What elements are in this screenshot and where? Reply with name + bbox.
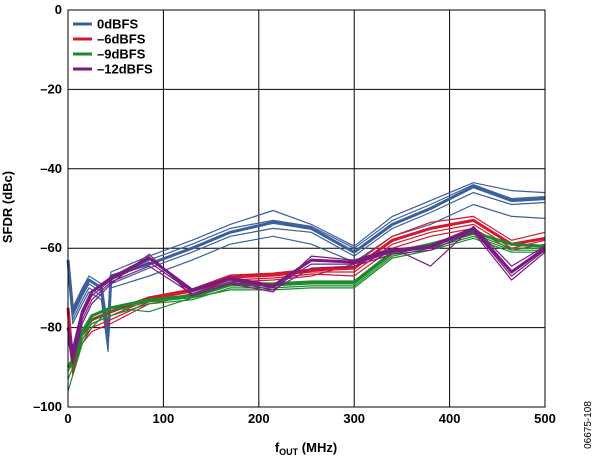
series-trace bbox=[66, 226, 546, 353]
y-axis-title: SFDR (dBc) bbox=[0, 171, 15, 243]
series-trace bbox=[67, 227, 546, 372]
series-9dbfs bbox=[66, 230, 546, 392]
plot-frame bbox=[67, 9, 546, 408]
x-axis-title-main: f bbox=[275, 440, 280, 455]
series-lines bbox=[66, 182, 546, 392]
x-tick-label: 300 bbox=[343, 411, 365, 426]
x-tick-label: 400 bbox=[439, 411, 461, 426]
y-tick-label: –100 bbox=[33, 399, 62, 414]
x-axis-title: fOUT (MHz) bbox=[275, 440, 337, 457]
x-tick-label: 500 bbox=[534, 411, 556, 426]
y-tick-labels: 0 –20 –40 –60 –80 –100 bbox=[33, 2, 62, 414]
y-tick-label: –20 bbox=[40, 81, 62, 96]
series-0dbfs bbox=[66, 182, 546, 352]
series-trace bbox=[67, 237, 545, 392]
legend-label: 0dBFS bbox=[97, 17, 139, 32]
x-axis-title-unit: (MHz) bbox=[298, 440, 337, 455]
series-trace bbox=[67, 225, 546, 364]
legend-label: –6dBFS bbox=[97, 32, 146, 47]
series-trace bbox=[67, 184, 546, 341]
x-tick-label: 100 bbox=[153, 411, 175, 426]
series-trace bbox=[67, 192, 546, 345]
y-tick-label: –40 bbox=[40, 161, 62, 176]
series-trace bbox=[66, 218, 546, 365]
y-tick-label: –80 bbox=[40, 320, 62, 335]
legend: 0dBFS–6dBFS–9dBFS–12dBFS bbox=[73, 17, 153, 77]
series-trace bbox=[67, 223, 546, 368]
legend-label: –9dBFS bbox=[97, 47, 146, 62]
series-trace bbox=[66, 185, 546, 337]
x-tick-labels: 0 100 200 300 400 500 bbox=[64, 411, 555, 426]
series-trace bbox=[67, 229, 546, 356]
y-tick-label: –60 bbox=[40, 240, 62, 255]
x-tick-label: 200 bbox=[248, 411, 270, 426]
y-tick-label: 0 bbox=[55, 2, 62, 17]
figure-id: 06675-108 bbox=[583, 401, 594, 449]
x-axis-title-subscript: OUT bbox=[279, 447, 299, 457]
series-6dbfs bbox=[66, 215, 546, 376]
series-trace bbox=[67, 182, 546, 329]
x-tick-label: 0 bbox=[64, 411, 71, 426]
series-trace bbox=[67, 215, 546, 376]
series-trace bbox=[67, 231, 546, 360]
series-12dbfs bbox=[66, 225, 546, 364]
legend-label: –12dBFS bbox=[97, 62, 153, 77]
series-trace bbox=[67, 235, 545, 380]
